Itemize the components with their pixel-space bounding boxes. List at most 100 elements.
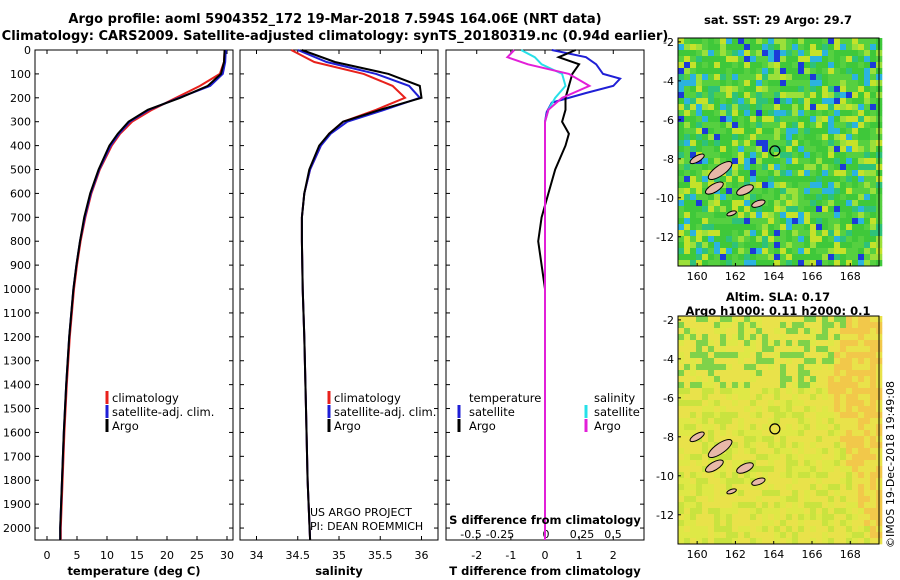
map-cell [870, 92, 877, 99]
map-cell [744, 454, 751, 461]
map-cell [762, 508, 769, 515]
map-cell [774, 532, 781, 539]
map-cell [732, 194, 739, 201]
map-cell [846, 56, 853, 63]
map-cell [828, 80, 835, 87]
map-cell [762, 526, 769, 533]
map-cell [846, 188, 853, 195]
map-cell [834, 260, 841, 267]
map-cell [714, 358, 721, 365]
map-cell [840, 418, 847, 425]
map-cell [780, 442, 787, 449]
map-cell [804, 358, 811, 365]
map-cell [696, 316, 703, 323]
map-cell [684, 218, 691, 225]
map-cell [768, 44, 775, 51]
map-cell [858, 484, 865, 491]
map-cell [810, 254, 817, 261]
map-cell [804, 134, 811, 141]
map-cell [750, 496, 757, 503]
map-cell [822, 352, 829, 359]
map-cell [858, 50, 865, 57]
map-cell [810, 182, 817, 189]
map-cell [822, 188, 829, 195]
map-cell [738, 322, 745, 329]
map-cell [696, 472, 703, 479]
map-cell [696, 164, 703, 171]
map-cell [870, 56, 877, 63]
map-cell [792, 218, 799, 225]
map-cell [738, 358, 745, 365]
map-cell [852, 236, 859, 243]
map-cell [852, 496, 859, 503]
map-cell [708, 340, 715, 347]
island-shape [736, 184, 754, 196]
map-cell [750, 218, 757, 225]
map-cell [714, 38, 721, 45]
map-cell [828, 478, 835, 485]
map-cell [750, 526, 757, 533]
map-cell [858, 212, 865, 219]
map-cell [750, 86, 757, 93]
map-cell [738, 484, 745, 491]
map-cell [792, 460, 799, 467]
map-cell [756, 128, 763, 135]
map-cell [816, 472, 823, 479]
map-cell [732, 74, 739, 81]
map-cell [834, 328, 841, 335]
map-cell [858, 490, 865, 497]
legend-satellite-label: satellite-adj. clim. [334, 405, 436, 419]
map-cell [786, 236, 793, 243]
map-cell [780, 496, 787, 503]
map-cell [684, 224, 691, 231]
map-cell [690, 62, 697, 69]
map-cell [798, 170, 805, 177]
map-cell [762, 472, 769, 479]
map-cell [744, 146, 751, 153]
map-cell [768, 460, 775, 467]
map-cell [864, 364, 871, 371]
depth-tick-label: 1000 [3, 283, 31, 296]
map-cell [678, 92, 685, 99]
map-cell [768, 526, 775, 533]
map-cell [780, 418, 787, 425]
map-cell [834, 38, 841, 45]
map-cell [690, 370, 697, 377]
map-cell [696, 496, 703, 503]
map-cell [804, 248, 811, 255]
map-cell [690, 212, 697, 219]
map-cell [768, 56, 775, 63]
map-cell [690, 316, 697, 323]
series-line-temperature-argo [537, 49, 581, 540]
map-cell [804, 442, 811, 449]
map-cell [690, 110, 697, 117]
map-cell [738, 508, 745, 515]
map-cell [756, 92, 763, 99]
x-tick-label: -1 [505, 549, 516, 562]
map-cell [702, 242, 709, 249]
map-cell [870, 104, 877, 111]
map-cell [780, 370, 787, 377]
map-cell [762, 110, 769, 117]
map-cell [732, 430, 739, 437]
map-cell [858, 502, 865, 509]
map-cell [786, 484, 793, 491]
map-cell [846, 110, 853, 117]
map-cell [750, 110, 757, 117]
map-cell [768, 170, 775, 177]
map-cell [870, 484, 877, 491]
map-cell [684, 86, 691, 93]
map-cell [810, 260, 817, 267]
map-cell [804, 242, 811, 249]
map-cell [720, 98, 727, 105]
map-cell [816, 412, 823, 419]
map-y-tick-label: -10 [656, 192, 674, 205]
map-cell [684, 436, 691, 443]
map-cell [726, 496, 733, 503]
map-cell [804, 140, 811, 147]
map-cell [684, 92, 691, 99]
map-cell [810, 218, 817, 225]
map-cell [768, 508, 775, 515]
map-cell [774, 224, 781, 231]
map-cell [786, 322, 793, 329]
